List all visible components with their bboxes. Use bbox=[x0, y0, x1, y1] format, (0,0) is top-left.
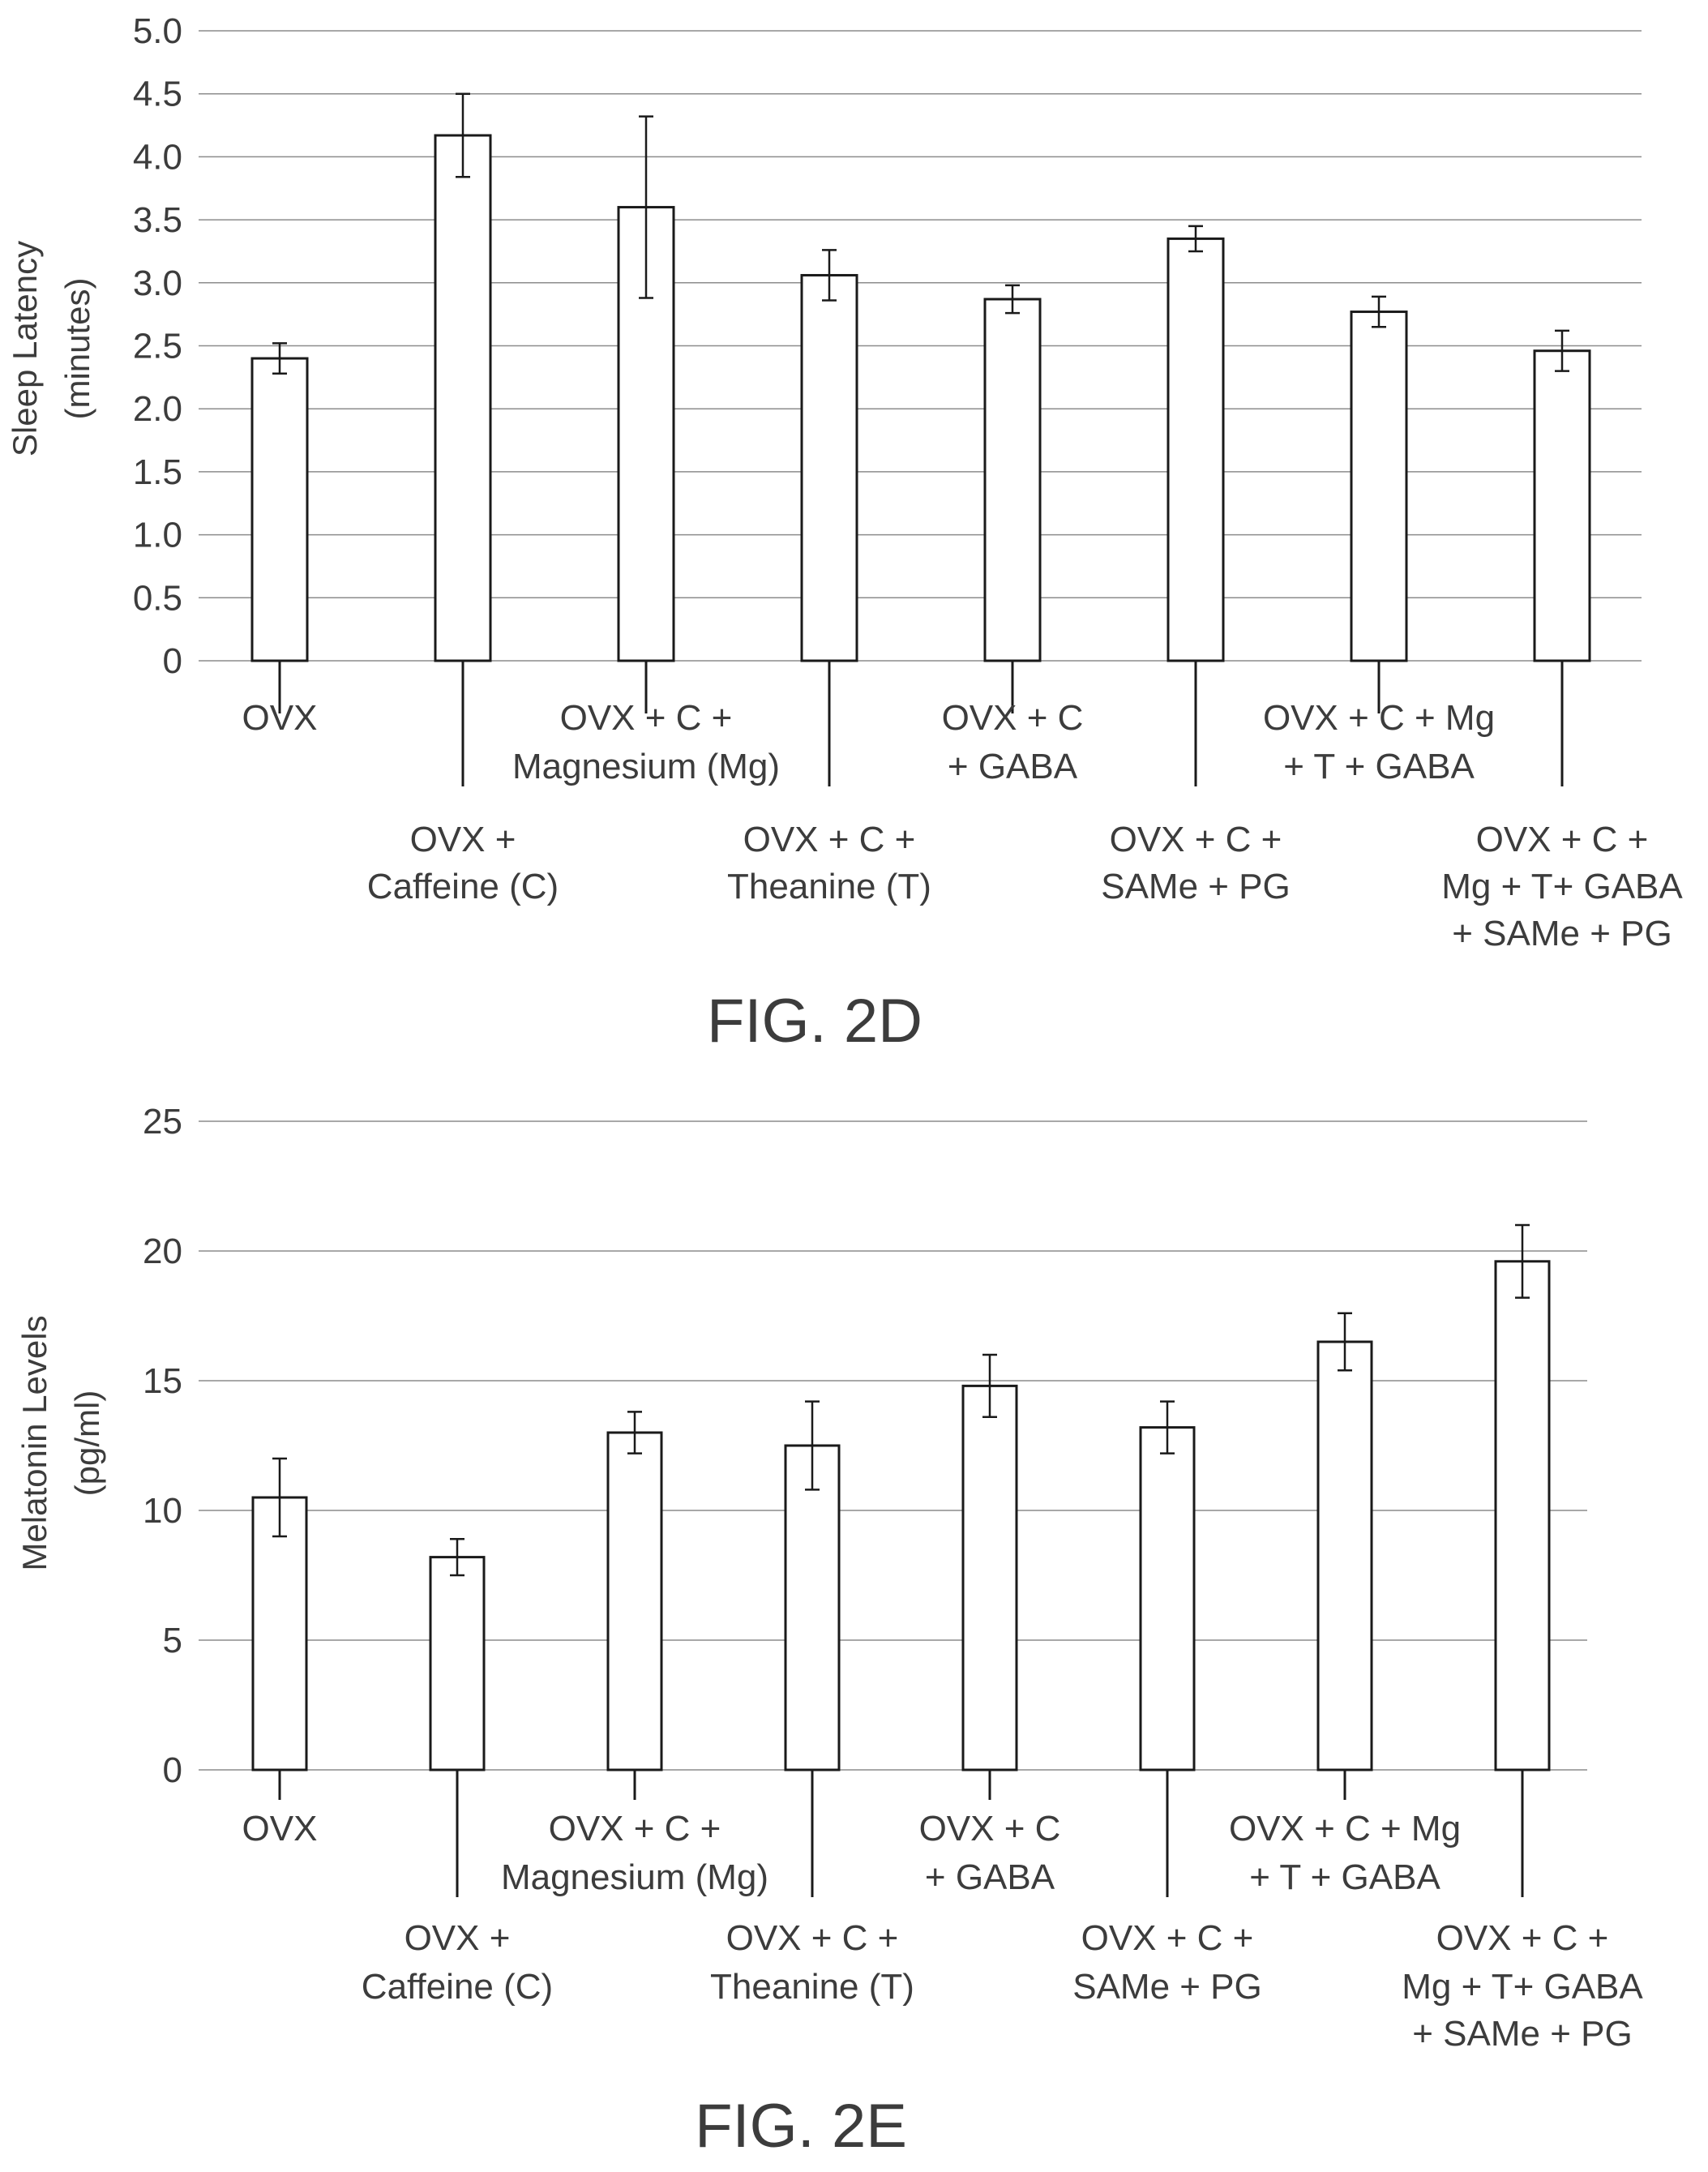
category-label: OVX + C + Mg bbox=[1263, 698, 1495, 738]
category-label: + T + GABA bbox=[1283, 747, 1475, 786]
y-tick-label: 1.0 bbox=[133, 516, 182, 555]
category-label: Caffeine (C) bbox=[362, 1967, 553, 2007]
bar bbox=[784, 1444, 841, 1771]
bar bbox=[983, 298, 1042, 662]
category-label: Mg + T+ GABA bbox=[1402, 1967, 1643, 2007]
bar bbox=[251, 1496, 308, 1771]
category-label: OVX + C + bbox=[1081, 1918, 1254, 1958]
y-axis-title: (pg/ml) bbox=[68, 1390, 106, 1497]
category-label: OVX bbox=[242, 1809, 318, 1849]
bar bbox=[606, 1431, 663, 1771]
category-label: OVX + C + Mg bbox=[1229, 1809, 1461, 1849]
y-tick-label: 0 bbox=[163, 1750, 182, 1790]
y-tick-label: 5 bbox=[163, 1621, 182, 1660]
y-tick-label: 15 bbox=[143, 1361, 182, 1401]
y-tick-label: 4.0 bbox=[133, 137, 182, 177]
category-label: OVX bbox=[242, 698, 318, 738]
y-axis-title: Sleep Latency bbox=[6, 241, 44, 456]
bar bbox=[1494, 1260, 1551, 1771]
chart-sleep-latency: 0 0.5 1.0 1.5 2.0 2.5 3.0 3.5 4.0 4.5 5.0 Sleep Lat… bbox=[6, 11, 1683, 1056]
figure-caption: FIG. 2E bbox=[695, 2092, 907, 2161]
category-label: Theanine (T) bbox=[710, 1967, 914, 2007]
bar bbox=[250, 357, 309, 662]
category-label: Caffeine (C) bbox=[367, 867, 559, 906]
chart-melatonin-levels: 0 5 10 15 20 25 Melatonin Levels (pg/ml) OVX OVX … bbox=[15, 1102, 1643, 2161]
y-tick-label: 3.0 bbox=[133, 263, 182, 303]
bar bbox=[1533, 349, 1591, 662]
y-tick-label: 20 bbox=[143, 1232, 182, 1271]
bar bbox=[1350, 311, 1408, 662]
category-label: OVX + bbox=[405, 1918, 511, 1958]
y-axis-title: (minutes) bbox=[58, 277, 96, 419]
bar bbox=[961, 1384, 1018, 1771]
category-label: OVX + C bbox=[919, 1809, 1061, 1849]
y-tick-label: 5.0 bbox=[133, 11, 182, 51]
category-label: Magnesium (Mg) bbox=[501, 1857, 768, 1897]
category-label: OVX + C + bbox=[1436, 1918, 1609, 1958]
bar bbox=[1166, 237, 1225, 662]
y-tick-label: 0 bbox=[163, 641, 182, 681]
category-label: OVX + C + bbox=[560, 698, 733, 738]
category-label: SAMe + PG bbox=[1101, 867, 1291, 906]
category-label: Magnesium (Mg) bbox=[512, 747, 780, 786]
category-label: OVX + C + bbox=[743, 820, 916, 859]
bar bbox=[1139, 1426, 1196, 1771]
category-label: + T + GABA bbox=[1249, 1857, 1440, 1897]
category-label: + SAMe + PG bbox=[1412, 2014, 1632, 2054]
category-label: + GABA bbox=[948, 747, 1078, 786]
y-axis-title: Melatonin Levels bbox=[15, 1315, 54, 1570]
bar bbox=[429, 1556, 486, 1771]
y-tick-label: 1.5 bbox=[133, 452, 182, 492]
category-label: OVX + C + bbox=[549, 1809, 721, 1849]
bar bbox=[1316, 1340, 1373, 1771]
y-tick-label: 2.0 bbox=[133, 389, 182, 429]
category-label: SAMe + PG bbox=[1072, 1967, 1262, 2007]
category-label: Theanine (T) bbox=[727, 867, 931, 906]
category-label: + SAMe + PG bbox=[1452, 914, 1672, 953]
figure-caption: FIG. 2D bbox=[707, 987, 922, 1056]
category-label: + GABA bbox=[925, 1857, 1055, 1897]
category-label: OVX + C bbox=[942, 698, 1084, 738]
category-label: OVX + C + bbox=[1110, 820, 1282, 859]
y-tick-label: 25 bbox=[143, 1102, 182, 1142]
y-tick-label: 0.5 bbox=[133, 578, 182, 618]
bar bbox=[800, 273, 858, 662]
y-tick-label: 2.5 bbox=[133, 327, 182, 366]
bar bbox=[434, 134, 492, 662]
y-tick-label: 3.5 bbox=[133, 200, 182, 240]
category-label: Mg + T+ GABA bbox=[1441, 867, 1683, 906]
category-label: OVX + C + bbox=[726, 1918, 899, 1958]
category-label: OVX + bbox=[410, 820, 516, 859]
category-label: OVX + C + bbox=[1476, 820, 1649, 859]
y-tick-label: 4.5 bbox=[133, 75, 182, 114]
y-tick-label: 10 bbox=[143, 1491, 182, 1531]
